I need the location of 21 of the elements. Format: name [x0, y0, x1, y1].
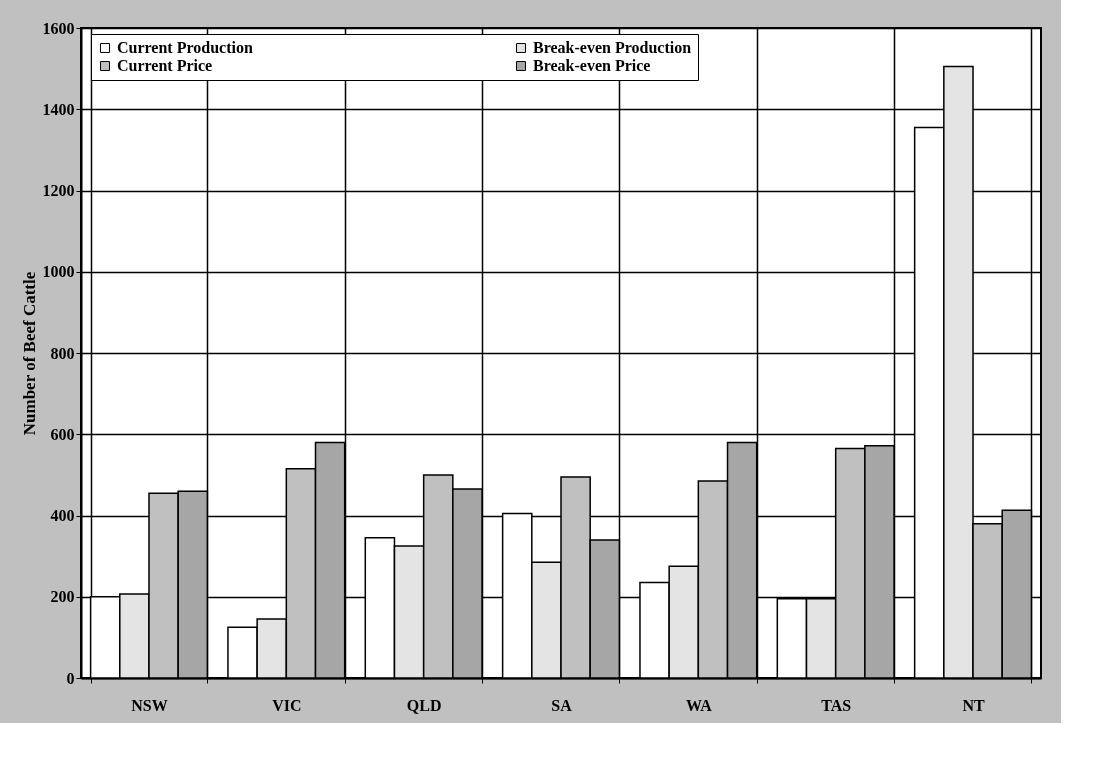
x-tick-label: QLD [406, 696, 442, 714]
y-tick-label: 0 [66, 669, 75, 687]
y-tick-label: 1400 [42, 100, 75, 118]
legend-label: Current Price [117, 57, 213, 74]
x-tick-label: SA [551, 696, 573, 714]
y-tick-label: 1600 [42, 19, 75, 37]
y-tick-label: 200 [50, 588, 75, 606]
legend-label: Break-even Price [533, 57, 651, 74]
legend-label: Current Production [117, 39, 253, 56]
y-tick-label: 400 [50, 507, 75, 524]
y-tick-label: 1200 [42, 182, 75, 199]
x-tick-label: NSW [131, 696, 168, 714]
y-tick-label: 1000 [42, 263, 75, 281]
x-tick-label: VIC [272, 696, 302, 714]
x-tick-label: NT [962, 696, 985, 714]
x-tick-label: WA [685, 696, 713, 714]
legend-label: Break-even Production [533, 39, 692, 56]
y-tick-label: 600 [50, 425, 75, 443]
x-tick-label: TAS [821, 696, 852, 714]
y-axis-title: Number of Beef Cattle [19, 271, 39, 436]
y-tick-label: 800 [50, 344, 75, 362]
